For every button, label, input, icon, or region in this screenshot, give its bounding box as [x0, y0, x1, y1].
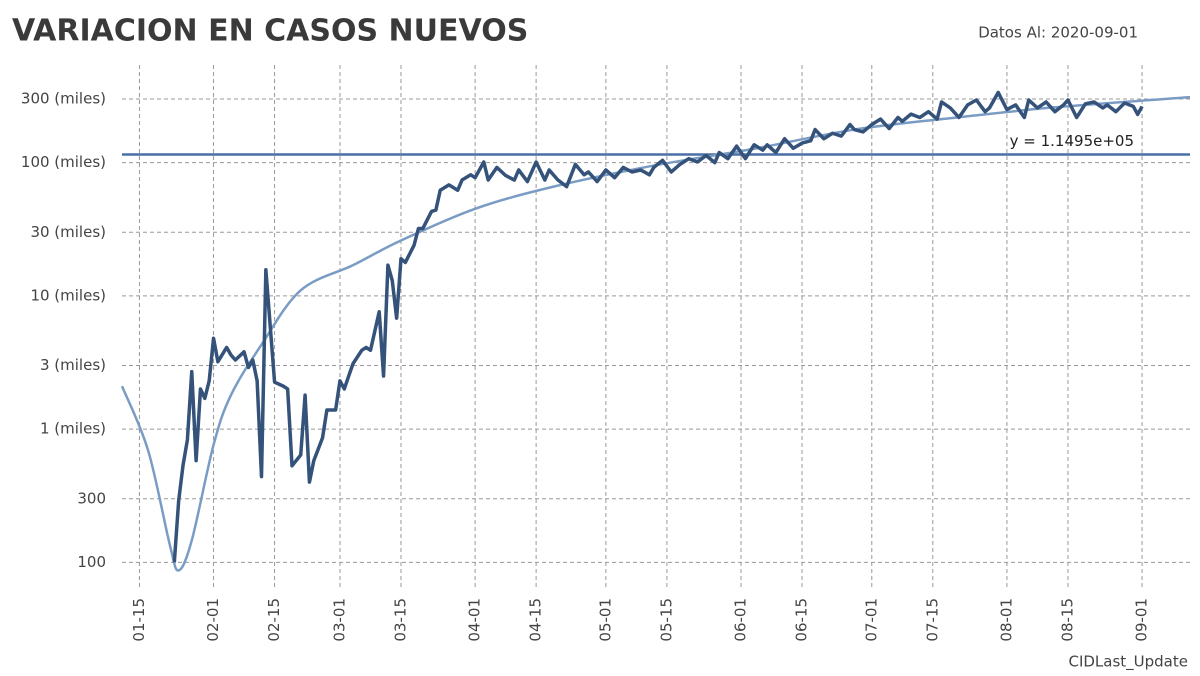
trend-line [120, 95, 1191, 572]
x-tick-label: 05-01 [596, 598, 614, 642]
y-tick-label: 300 (miles) [21, 90, 106, 108]
x-tick-label: 02-15 [265, 598, 283, 642]
x-tick-label: 01-15 [130, 598, 148, 642]
chart-title: VARIACION EN CASOS NUEVOS [12, 14, 528, 49]
footer: CIDLast_Update [1068, 653, 1188, 672]
y-tick-label: 3 (miles) [40, 356, 106, 374]
x-tick-label: 08-15 [1058, 598, 1076, 642]
x-tick-label: 05-15 [657, 598, 675, 642]
x-tick-label: 07-15 [923, 598, 941, 642]
reference-label: y = 1.1495e+05 [1010, 132, 1134, 150]
y-tick-label: 10 (miles) [30, 286, 106, 304]
x-tick-label: 04-01 [466, 598, 484, 642]
x-tick-label: 04-15 [527, 598, 545, 642]
x-tick-label: 06-15 [793, 598, 811, 642]
y-tick-label: 100 [77, 553, 106, 571]
x-tick-label: 03-01 [330, 598, 348, 642]
x-tick-label: 07-01 [862, 598, 880, 642]
y-tick-label: 30 (miles) [30, 223, 106, 241]
x-tick-label: 09-01 [1133, 598, 1151, 642]
y-tick-label: 1 (miles) [40, 420, 106, 438]
y-tick-label: 100 (miles) [21, 153, 106, 171]
data-line [172, 90, 1144, 563]
x-tick-label: 06-01 [732, 598, 750, 642]
x-tick-label: 02-01 [204, 598, 222, 642]
x-tick-label: 08-01 [997, 598, 1015, 642]
x-tick-label: 03-15 [391, 598, 409, 642]
y-tick-label: 300 [77, 489, 106, 507]
chart-subtitle: Datos Al: 2020-09-01 [978, 24, 1138, 42]
